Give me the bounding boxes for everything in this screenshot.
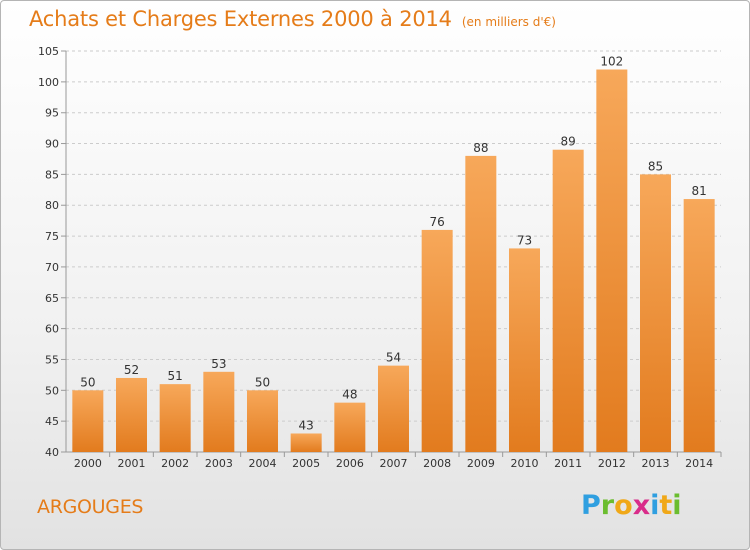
place-name: ARGOUGES [37,496,144,518]
chart-title: Achats et Charges Externes 2000 à 2014 (e… [29,7,556,31]
bar [247,390,278,452]
bar [159,384,191,452]
chart-title-text: Achats et Charges Externes 2000 à 2014 [29,7,452,31]
bar [465,155,497,452]
x-tick-label: 2010 [511,457,539,470]
data-label: 51 [168,369,183,383]
bar [509,248,540,452]
x-tick-label: 2011 [554,457,582,470]
bar [72,390,104,452]
logo-letter: t [659,490,673,521]
x-tick-label: 2005 [292,457,320,470]
y-tick-label: 100 [38,76,59,89]
data-label: 50 [80,375,95,389]
x-tick-label: 2014 [685,457,713,470]
y-tick-labels: 40 45 50 55 60 65 70 75 80 85 90 95 100 105 [38,45,59,459]
x-tick-labels: 2000 2001 2002 2003 2004 2005 2006 2007 2008 2009… [74,457,713,470]
y-tick-label: 85 [45,168,59,181]
data-label: 76 [430,215,445,229]
x-tick-label: 2007 [380,457,408,470]
y-tick-label: 50 [45,384,59,397]
data-label: 52 [124,363,139,377]
y-tick-label: 80 [45,199,59,212]
y-tick-label: 95 [45,107,59,120]
bar [378,365,409,452]
data-label: 89 [561,135,576,149]
x-tick-label: 2002 [161,457,189,470]
y-tick-label: 90 [45,138,59,151]
x-tick-label: 2004 [249,457,277,470]
y-tick-label: 40 [45,446,59,459]
y-tick-label: 70 [45,261,59,274]
bar [290,433,322,452]
data-label: 43 [299,418,314,432]
bars [72,69,715,452]
bar [683,199,715,452]
data-label: 73 [517,233,532,247]
x-tick-label: 2012 [598,457,626,470]
bar [640,174,671,452]
data-label: 88 [473,141,488,155]
logo-letter: i [672,490,682,521]
x-tick-label: 2013 [642,457,670,470]
y-tick-label: 75 [45,230,59,243]
x-tick-label: 2003 [205,457,233,470]
y-tick-label: 60 [45,323,59,336]
data-label: 54 [386,351,401,365]
logo-letter: r [600,490,615,521]
x-tick-label: 2009 [467,457,495,470]
logo-letter: i [650,490,660,521]
data-labels: 50 52 51 53 50 43 48 54 76 88 73 89 102 85 81 [80,55,707,433]
y-tick-label: 105 [38,45,59,58]
x-tick-label: 2000 [74,457,102,470]
x-tick-label: 2008 [423,457,451,470]
y-tick-label: 45 [45,415,59,428]
data-label: 85 [648,159,663,173]
data-label: 102 [600,55,623,69]
bar [421,229,453,452]
y-tick-label: 65 [45,292,59,305]
x-tick-label: 2006 [336,457,364,470]
chart-subtitle: (en milliers d'€) [461,15,556,29]
data-label: 50 [255,375,270,389]
logo-letter: o [614,490,633,521]
data-label: 53 [211,357,226,371]
logo-letter: x [632,490,651,521]
data-label: 48 [342,388,357,402]
data-label: 81 [692,184,707,198]
logo-letter: P [581,490,601,521]
bar [116,377,147,452]
y-tick-label: 55 [45,353,59,366]
bar [552,149,584,452]
x-tick-label: 2001 [118,457,146,470]
bar [334,402,366,452]
bar [203,371,235,452]
proxiti-logo: Proxiti [581,490,682,521]
bar [596,69,628,452]
